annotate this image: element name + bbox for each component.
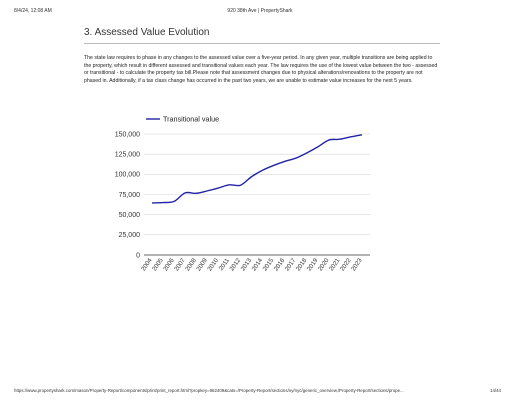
x-tick-label: 2010 — [206, 257, 220, 273]
gridlines — [144, 133, 370, 256]
y-tick-label: 125,000 — [115, 152, 140, 159]
y-tick-label: 150,000 — [115, 131, 140, 138]
series-lines — [151, 134, 363, 204]
x-tick-label: 2023 — [350, 257, 364, 273]
page-number: 14/44 — [490, 388, 501, 393]
y-tick-label: 50,000 — [119, 212, 141, 219]
y-tick-label: 25,000 — [119, 232, 141, 239]
section-title: 3. Assessed Value Evolution — [84, 27, 210, 38]
x-axis-ticks: 2004200520062007200820092010201120122013… — [140, 257, 364, 273]
browser-page-title: 920 38th Ave | PropertyShark — [227, 8, 293, 14]
chart-legend: Transitional value — [146, 115, 219, 124]
legend-label: Transitional value — [163, 115, 219, 124]
y-tick-label: 100,000 — [115, 172, 140, 179]
browser-url: https://www.propertyshark.com/mason/Prop… — [14, 388, 404, 393]
browser-datetime: 8/4/24, 12:08 AM — [14, 8, 52, 14]
y-tick-label: 75,000 — [119, 192, 141, 199]
transitional-value-line — [151, 134, 363, 204]
y-tick-label: 0 — [136, 252, 140, 259]
section-description: The state law requires to phase in any c… — [84, 55, 438, 84]
y-axis-ticks: 0 25,000 50,000 75,000 100,000 125,000 150,000 — [115, 131, 140, 259]
title-divider — [84, 43, 440, 44]
assessed-value-chart: 0 25,000 50,000 75,000 100,000 125,000 150,000… — [115, 115, 370, 273]
